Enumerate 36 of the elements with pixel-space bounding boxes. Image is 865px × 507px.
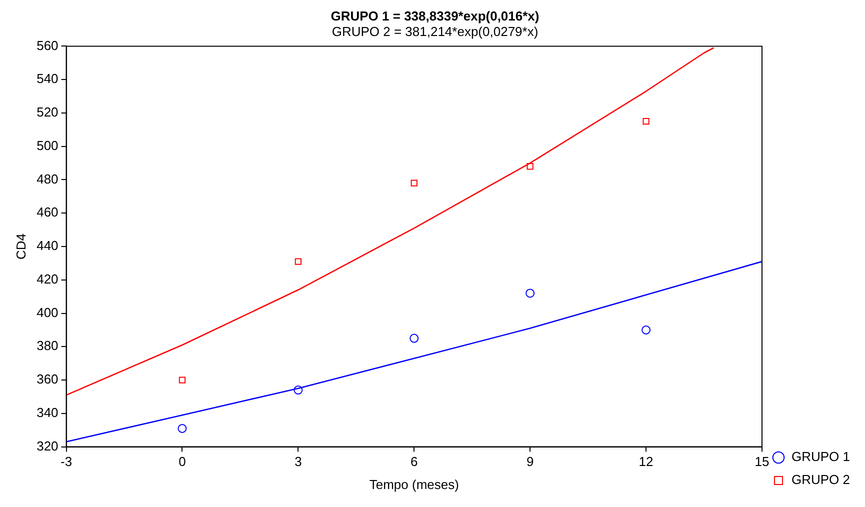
y-tick-label: 420 bbox=[36, 271, 58, 286]
y-tick-label: 320 bbox=[36, 438, 58, 454]
y-tick-label: 500 bbox=[36, 138, 58, 153]
y-tick-label: 520 bbox=[36, 104, 58, 120]
x-axis-title: Tempo (meses) bbox=[369, 476, 459, 492]
point bbox=[642, 325, 651, 334]
y-tick-label: 380 bbox=[36, 338, 58, 354]
y-tick-label: 360 bbox=[36, 372, 58, 387]
point bbox=[294, 258, 302, 265]
point bbox=[178, 424, 187, 433]
point bbox=[294, 386, 303, 395]
y-axis-title: CD4 bbox=[13, 233, 28, 260]
x-tick-label: 3 bbox=[294, 454, 302, 470]
x-tick-label: 9 bbox=[526, 454, 534, 470]
legend-label: GRUPO 2 bbox=[791, 472, 850, 488]
point bbox=[526, 288, 535, 298]
chart-subtitle: GRUPO 2 = 381,214*exp(0,0279*x) bbox=[332, 24, 538, 39]
y-tick-label: 540 bbox=[36, 71, 58, 86]
point bbox=[642, 118, 650, 125]
x-tick-label: 12 bbox=[638, 454, 654, 470]
point bbox=[410, 180, 418, 186]
y-tick-label: 400 bbox=[36, 304, 58, 320]
y-tick-label: 560 bbox=[36, 38, 58, 53]
legend-label: GRUPO 1 bbox=[791, 449, 850, 464]
y-tick-label: 460 bbox=[36, 204, 58, 220]
chart-title: GRUPO 1 = 338,8339*exp(0,016*x) bbox=[330, 8, 540, 24]
point bbox=[410, 334, 419, 343]
x-tick-label: 6 bbox=[410, 454, 418, 470]
y-tick-label: 440 bbox=[36, 238, 58, 254]
y-tick-label: 340 bbox=[36, 404, 58, 420]
point bbox=[526, 163, 534, 170]
x-tick-label: -3 bbox=[60, 454, 72, 470]
point bbox=[178, 376, 186, 384]
x-tick-label: 15 bbox=[754, 454, 770, 470]
y-tick-label: 480 bbox=[36, 171, 58, 186]
x-tick-label: 0 bbox=[178, 454, 186, 470]
